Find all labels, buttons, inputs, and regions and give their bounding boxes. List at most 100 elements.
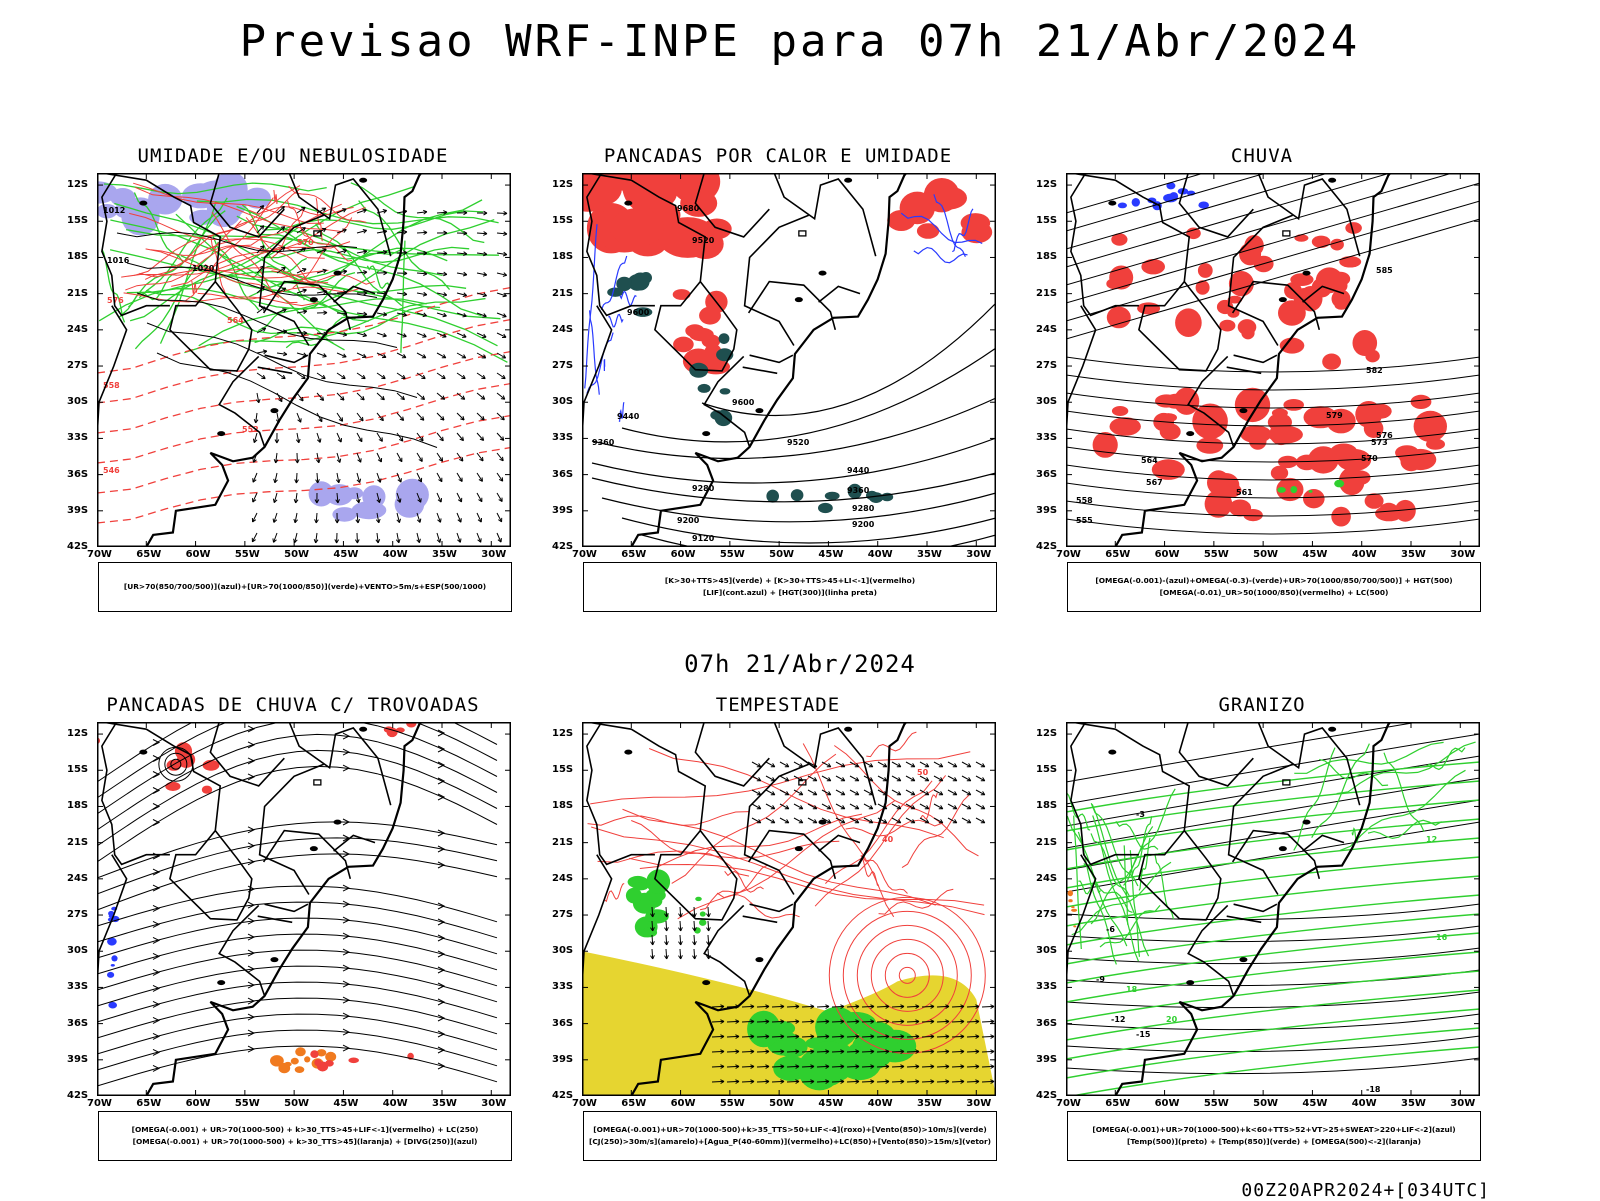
contour-label: 573 — [1371, 438, 1388, 447]
wind-vector — [877, 1051, 889, 1052]
lon-tick-label: 55W — [1204, 1098, 1229, 1109]
contour-label: 18 — [1126, 985, 1138, 994]
lat-tick-label: 30S — [1036, 945, 1057, 956]
lat-tick-label: 39S — [67, 1054, 88, 1065]
wind-vector — [952, 1036, 964, 1037]
rain-green-area — [1277, 487, 1286, 493]
divergence-blue-area — [111, 955, 117, 961]
lon-tick-label: 30W — [481, 1098, 506, 1109]
rain-red-area — [1175, 308, 1202, 337]
lon-tick-label: 60W — [186, 1098, 211, 1109]
legend-line: [UR>70(850/700/500)](azul)+[UR>70(1000/8… — [124, 581, 486, 593]
rain-red-area — [1271, 466, 1288, 481]
lon-tick-label: 70W — [1056, 1098, 1081, 1109]
panel-title: PANCADAS POR CALOR E UMIDADE — [538, 145, 1018, 167]
lat-tick-label: 24S — [67, 873, 88, 884]
instability-teal-area — [698, 384, 711, 393]
wind-vector — [727, 1081, 739, 1082]
contour-label: 9600 — [732, 398, 755, 407]
legend-line: [OMEGA(-0.001) + UR>70(1000-500) + k>30_… — [132, 1124, 479, 1136]
wind-vector — [712, 1036, 724, 1037]
wind-vector — [802, 1081, 814, 1082]
contour-label: 555 — [1076, 516, 1093, 525]
lon-tick-label: 65W — [136, 549, 161, 560]
wind-vector — [937, 1081, 949, 1082]
rain-red-area — [1196, 437, 1223, 454]
rain-red-area — [1238, 319, 1257, 335]
lat-tick-label: 36S — [67, 469, 88, 480]
instability-teal-area — [719, 333, 730, 344]
contour-label: 16 — [1436, 933, 1448, 942]
wind-vector — [877, 1021, 889, 1022]
wind-vector — [922, 1081, 934, 1082]
omega-orange-area — [1071, 909, 1077, 912]
rain-red-area — [1219, 320, 1235, 332]
rain-green-area — [1290, 486, 1297, 493]
lon-tick-label: 35W — [917, 549, 942, 560]
wind-vector — [982, 1036, 994, 1037]
instability-red-area — [611, 208, 664, 247]
contour-label: 9360 — [847, 486, 870, 495]
wind-vector — [922, 1036, 934, 1037]
lat-tick-label: 24S — [1036, 324, 1057, 335]
contour-label: -12 — [1111, 1015, 1125, 1024]
wind-vector — [817, 1006, 829, 1007]
rain-red-area — [1330, 239, 1344, 251]
storm-red-area — [202, 786, 212, 794]
lon-tick-label: 45W — [333, 1098, 358, 1109]
wind-vector — [727, 1021, 739, 1022]
wind-vector — [742, 1036, 754, 1037]
wind-vector — [727, 1066, 739, 1067]
storm-orange-area — [304, 1056, 310, 1062]
wind-vector — [952, 1051, 964, 1052]
humidity-blue-area — [326, 484, 354, 505]
divergence-blue-area — [107, 972, 114, 978]
instability-red-area — [917, 223, 939, 239]
wind-vector — [802, 1021, 814, 1022]
wind-vector — [802, 1036, 814, 1037]
wind-vector — [862, 1051, 874, 1052]
panel-title: TEMPESTADE — [538, 694, 1018, 716]
wind-vector — [862, 1081, 874, 1082]
lon-tick-label: 50W — [284, 1098, 309, 1109]
rain-red-area — [1375, 506, 1403, 522]
wind-vector — [787, 1021, 799, 1022]
panel-title: PANCADAS DE CHUVA C/ TROVOADAS — [53, 694, 533, 716]
contour-label: 9600 — [627, 308, 650, 317]
instability-teal-area — [791, 489, 804, 501]
storm-red-area — [310, 1050, 318, 1058]
lon-tick-label: 40W — [868, 549, 893, 560]
lat-tick-label: 36S — [1036, 1018, 1057, 1029]
lat-tick-label: 27S — [552, 360, 573, 371]
wind-vector — [847, 1066, 859, 1067]
lat-tick-label: 21S — [1036, 288, 1057, 299]
contour-label: 579 — [1326, 411, 1343, 420]
lat-tick-label: 24S — [67, 324, 88, 335]
panel-pancadas-trovoadas: PANCADAS DE CHUVA C/ TROVOADAS [OMEGA(-0… — [53, 694, 533, 1194]
legend-line: [OMEGA(-0.001) + UR>70(1000-500) + k>30_… — [133, 1136, 478, 1148]
wind-vector — [787, 1036, 799, 1037]
wind-vector — [892, 1006, 904, 1007]
lat-tick-label: 18S — [67, 251, 88, 262]
wind-vector — [787, 1051, 799, 1052]
lon-tick-label: 70W — [87, 549, 112, 560]
wind-vector — [832, 1036, 844, 1037]
wind850-green-area — [695, 897, 702, 901]
contour-label: -3 — [1136, 810, 1145, 819]
lat-tick-label: 15S — [67, 215, 88, 226]
wind-vector — [907, 1021, 919, 1022]
rain-red-area — [1365, 350, 1379, 363]
instability-teal-area — [631, 273, 649, 291]
lon-tick-label: 45W — [818, 1098, 843, 1109]
mid-date: 07h 21/Abr/2024 — [0, 650, 1600, 678]
wind-vector — [847, 1021, 859, 1022]
humidity-blue-area — [396, 479, 429, 511]
lat-tick-label: 42S — [67, 1090, 88, 1101]
wind-vector — [967, 1066, 979, 1067]
wind850-green-area — [641, 928, 657, 938]
wind850-green-area — [747, 1011, 780, 1047]
